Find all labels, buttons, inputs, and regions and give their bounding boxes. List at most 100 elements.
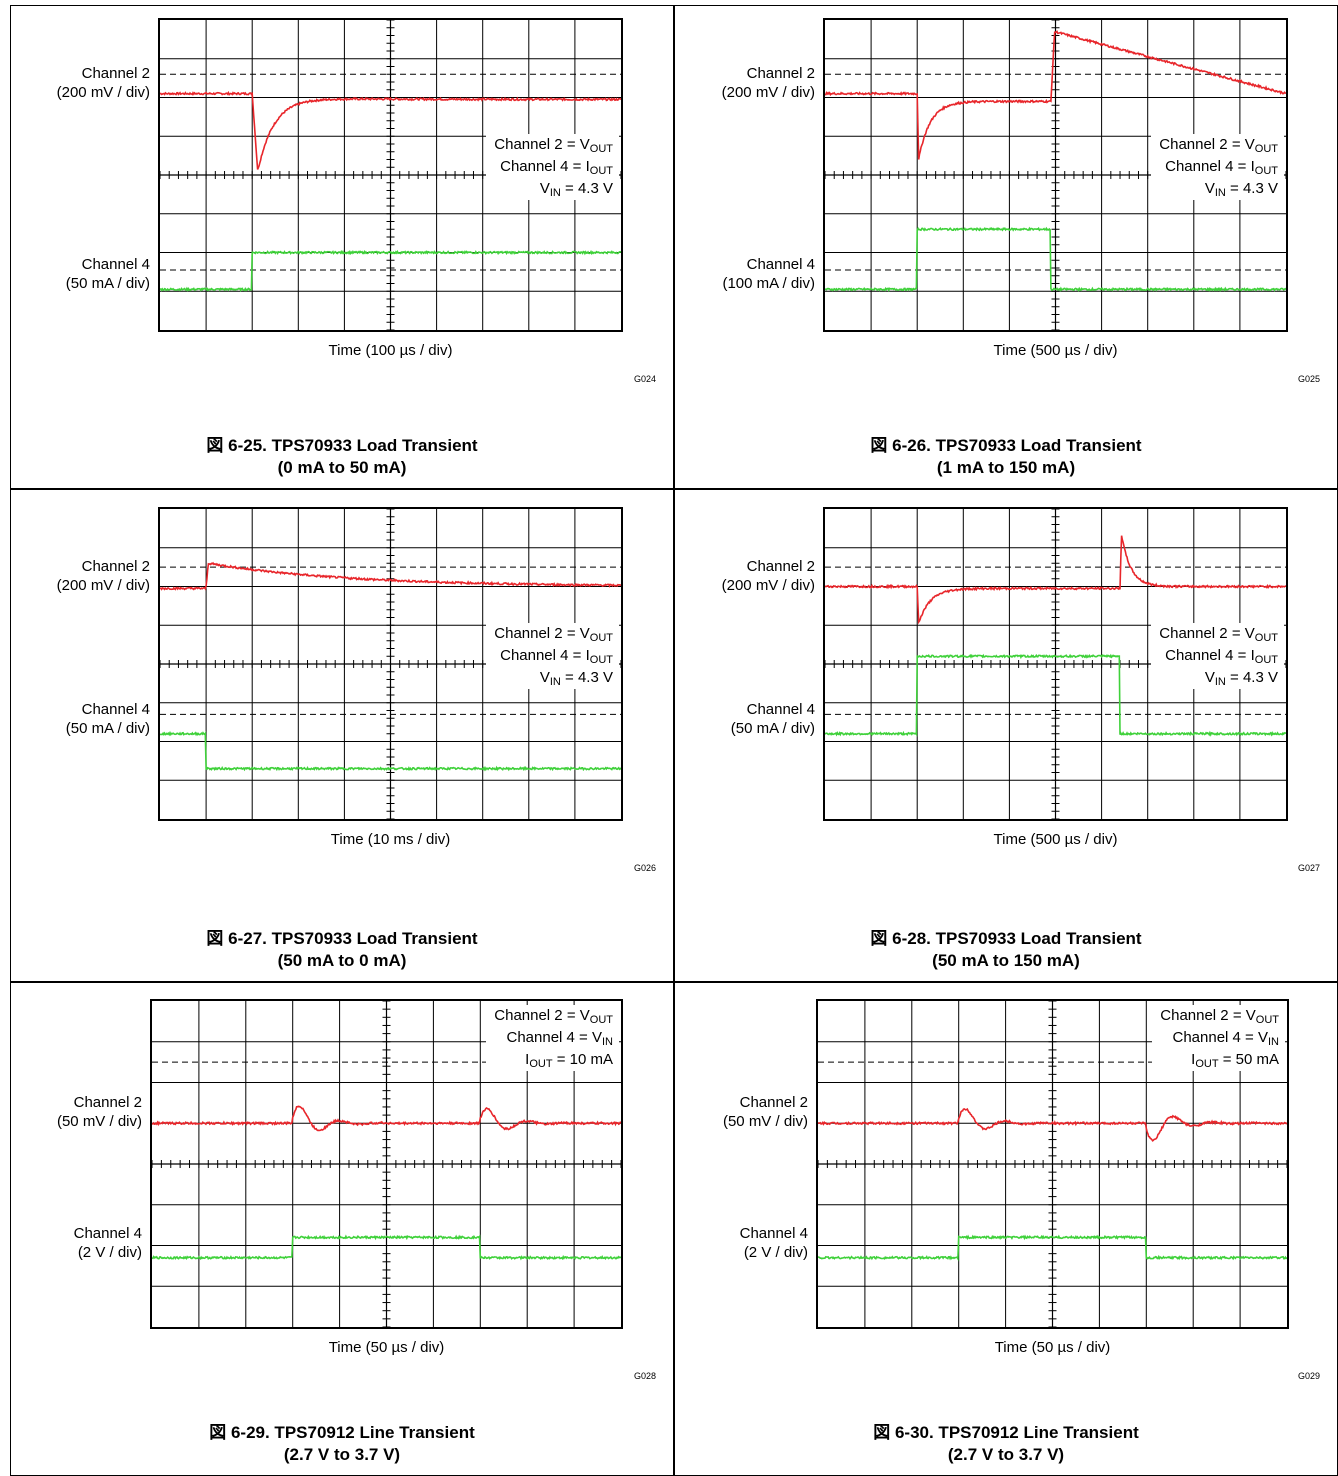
channel2-label: Channel 2 (200 mV / div): [722, 64, 815, 102]
legend-text: = 10 mA: [552, 1051, 613, 1068]
channel4-name: Channel 4: [739, 1224, 808, 1242]
legend-entry: Channel 2 = VOUT: [494, 134, 613, 156]
channel2-scale: (200 mV / div): [721, 576, 815, 594]
channel2-scale: (200 mV / div): [721, 83, 815, 101]
channel4-label: Channel 4 (2 V / div): [74, 1224, 142, 1262]
channel2-name: Channel 2: [73, 1094, 142, 1112]
legend-text: Channel 2 = V: [494, 625, 590, 643]
figure-code: G025: [1297, 374, 1320, 384]
channel4-trace: [818, 1234, 1287, 1262]
channel2-trace: [825, 30, 1286, 160]
figure-title: 図 6-25. TPS70933 Load Transient: [206, 436, 478, 455]
legend-entry: Channel 4 = IOUT: [1159, 645, 1278, 667]
figure-subtitle: (2.7 V to 3.7 V): [283, 1445, 401, 1464]
legend-text: Channel 2 = V: [494, 1007, 590, 1024]
legend-entry: Channel 4 = IOUT: [494, 645, 613, 667]
legend-entry: IOUT = 10 mA: [494, 1049, 613, 1071]
legend-text: Channel 2 = V: [494, 136, 590, 154]
channel2-scale: (50 mV / div): [56, 1113, 142, 1131]
legend-subscript: OUT: [1254, 632, 1278, 645]
channel4-trace: [160, 249, 621, 293]
channel4-name: Channel 4: [81, 700, 150, 718]
figure-caption: 図 6-29. TPS70912 Line Transient (2.7 V to…: [10, 1422, 674, 1466]
channel2-name: Channel 2: [81, 64, 150, 82]
scope-screen: [158, 507, 623, 821]
legend-text: Channel 4 = I: [1165, 158, 1255, 176]
legend-subscript: OUT: [589, 143, 613, 156]
chart-panel: [10, 489, 674, 982]
x-axis-label: Time (500 µs / div): [993, 831, 1118, 848]
figure-subtitle: (50 mA to 150 mA): [932, 951, 1080, 970]
legend-entry: Channel 4 = IOUT: [1159, 156, 1278, 178]
channel4-scale: (2 V / div): [77, 1243, 142, 1261]
legend-subscript: OUT: [589, 632, 613, 645]
channel2-label: Channel 2 (50 mV / div): [723, 1093, 808, 1131]
channel4-trace: [825, 226, 1286, 293]
legend-text: = 50 mA: [1218, 1051, 1279, 1068]
legend-text: V: [539, 180, 550, 198]
channel2-trace: [160, 90, 621, 170]
channel2-name: Channel 2: [81, 557, 150, 575]
figure-code: G029: [1297, 1371, 1320, 1381]
legend-subscript: OUT: [529, 1058, 553, 1070]
figure-subtitle: (2.7 V to 3.7 V): [947, 1445, 1065, 1464]
trace-legend: Channel 2 = VOUT Channel 4 = IOUT VIN = 4.…: [486, 134, 619, 201]
figure-subtitle: (1 mA to 150 mA): [936, 458, 1076, 477]
channel4-scale: (50 mA / div): [65, 719, 150, 737]
legend-subscript: OUT: [589, 654, 613, 667]
channel4-scale: (50 mA / div): [730, 719, 815, 737]
legend-text: V: [1204, 669, 1215, 687]
figure-caption: 図 6-27. TPS70933 Load Transient (50 mA to…: [10, 928, 674, 972]
legend-text: Channel 4 = V: [1172, 1029, 1269, 1046]
channel4-scale: (2 V / div): [743, 1243, 808, 1261]
channel4-name: Channel 4: [746, 256, 815, 274]
figure-code: G027: [1297, 863, 1320, 873]
trace-legend: Channel 2 = V OUT Channel 4 = VIN IOUT = 10…: [486, 1005, 619, 1071]
legend-text: I: [525, 1051, 530, 1068]
legend-text: = 4.3 V: [1225, 669, 1278, 687]
legend-subscript: OUT: [1254, 165, 1278, 178]
legend-entry: VIN = 4.3 V: [1159, 178, 1278, 200]
legend-text: Channel 4 = I: [500, 647, 590, 665]
figure-subtitle: (0 mA to 50 mA): [277, 458, 407, 477]
channel2-trace: [818, 1107, 1287, 1142]
legend-subscript: OUT: [589, 165, 613, 178]
legend-text: V: [539, 669, 550, 687]
scope-plot: [818, 1001, 1287, 1327]
legend-subscript: IN: [602, 1036, 613, 1048]
legend-entry: Channel 2 = VOUT: [1159, 134, 1278, 156]
channel4-label: Channel 4 (2 V / div): [740, 1224, 808, 1262]
channel2-scale: (50 mV / div): [722, 1113, 808, 1131]
channel2-scale: (200 mV / div): [56, 83, 150, 101]
channel2-trace: [825, 535, 1286, 625]
legend-text: Channel 4 = V: [506, 1029, 603, 1046]
legend-subscript: IN: [1268, 1036, 1279, 1048]
channel2-trace: [160, 561, 621, 591]
trace-legend: Channel 2 = VOUT Channel 4 = IOUT VIN = 4.…: [1151, 623, 1284, 690]
figure-caption: 図 6-25. TPS70933 Load Transient (0 mA to …: [10, 435, 674, 479]
legend-text: Channel 2 = V: [1159, 625, 1255, 643]
trace-legend: Channel 2 = VOUT Channel 4 = IOUT VIN = 4.…: [486, 623, 619, 690]
channel4-label: Channel 4 (50 mA / div): [66, 700, 150, 738]
x-axis-label: Time (100 µs / div): [328, 342, 453, 359]
channel2-trace: [152, 1105, 621, 1132]
channel2-label: Channel 2 (200 mV / div): [722, 557, 815, 595]
legend-text: Channel 4 = I: [500, 158, 590, 176]
legend-text: Channel 2 = V: [1159, 136, 1255, 154]
legend-entry: Channel 2 = VOUT: [1159, 623, 1278, 645]
legend-entry: VIN = 4.3 V: [494, 667, 613, 689]
channel4-name: Channel 4: [746, 700, 815, 718]
channel2-scale: (200 mV / div): [56, 576, 150, 594]
legend-subscript: OUT: [1254, 654, 1278, 667]
legend-text: V: [1204, 180, 1215, 198]
legend-subscript: IN: [1214, 676, 1226, 689]
legend-text: I: [1191, 1051, 1196, 1068]
legend-subscript: IN: [549, 676, 561, 689]
channel2-label: Channel 2 (200 mV / div): [57, 557, 150, 595]
channel4-trace: [152, 1234, 621, 1261]
legend-text: = 4.3 V: [560, 180, 613, 198]
figure-caption: 図 6-30. TPS70912 Line Transient (2.7 V to…: [674, 1422, 1338, 1466]
legend-text: Channel 2 = V: [1160, 1007, 1256, 1024]
x-axis-label: Time (10 ms / div): [330, 831, 451, 848]
